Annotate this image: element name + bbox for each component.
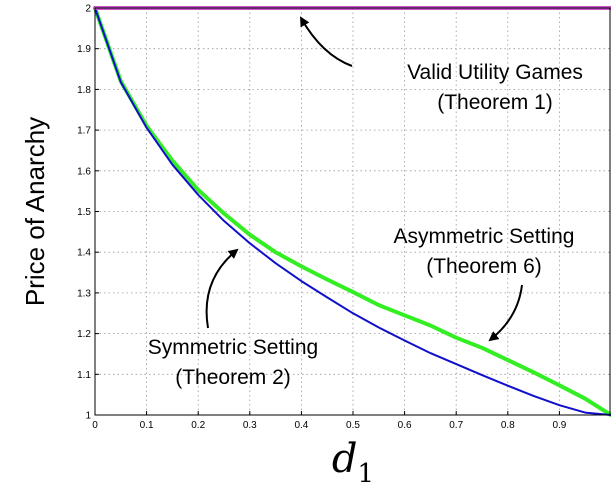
x-tick-label: 0 (92, 420, 98, 431)
annotation-valid-utility-line-2: (Theorem 1) (437, 91, 553, 114)
annotation-asymmetric-line-1: Asymmetric Setting (394, 225, 575, 248)
grid (95, 8, 611, 415)
annotation-symmetric-line-2: (Theorem 2) (175, 366, 291, 389)
x-tick-label: 0.8 (501, 420, 515, 431)
y-tick-label: 2 (85, 4, 91, 15)
annotation-asymmetric-arrow (488, 284, 523, 342)
x-tick-label: 0.3 (243, 420, 257, 431)
y-tick-label: 1.2 (77, 329, 91, 340)
x-axis-label: d1 (332, 436, 374, 489)
x-tick-label: 0.6 (398, 420, 412, 431)
x-tick-label: 0.1 (140, 420, 154, 431)
series-line-asymmetric (93, 6, 611, 417)
annotation-valid-utility-arrow (300, 16, 353, 67)
y-tick-label: 1 (85, 411, 91, 422)
x-tick-label: 0.4 (294, 420, 308, 431)
ticks: 0 0.1 0.2 0.3 0.4 0.5 0.6 0.7 0.8 0.9 1 1.1 1.2 1.3 1.… (77, 4, 567, 432)
annotation-valid-utility: Valid Utility Games (Theorem 1) (300, 16, 583, 114)
y-tick-label: 1.8 (77, 85, 91, 96)
annotation-valid-utility-line-1: Valid Utility Games (407, 61, 583, 84)
annotation-symmetric-line-1: Symmetric Setting (148, 336, 318, 359)
annotation-asymmetric-line-2: (Theorem 6) (426, 255, 542, 278)
series-line-symmetric (94, 7, 611, 416)
y-tick-label: 1.3 (77, 288, 91, 299)
y-tick-label: 1.4 (77, 248, 91, 259)
x-tick-label: 0.5 (346, 420, 360, 431)
y-tick-label: 1.6 (77, 166, 91, 177)
x-axis-label-subscript: 1 (358, 459, 375, 489)
y-axis-label: Price of Anarchy (20, 117, 50, 306)
x-tick-label: 0.7 (449, 420, 463, 431)
y-tick-label: 1.1 (77, 370, 91, 381)
y-tick-label: 1.7 (77, 126, 91, 137)
x-axis-label-symbol: d (332, 436, 358, 482)
x-tick-label: 0.9 (552, 420, 566, 431)
annotations: Valid Utility Games (Theorem 1) Asymmetr… (148, 16, 583, 389)
y-tick-label: 1.9 (77, 44, 91, 55)
x-tick-label: 0.2 (191, 420, 205, 431)
annotation-symmetric: Symmetric Setting (Theorem 2) (148, 248, 318, 389)
y-tick-label: 1.5 (77, 207, 91, 218)
annotation-asymmetric: Asymmetric Setting (Theorem 6) (394, 225, 575, 342)
annotation-symmetric-arrow (205, 248, 239, 329)
